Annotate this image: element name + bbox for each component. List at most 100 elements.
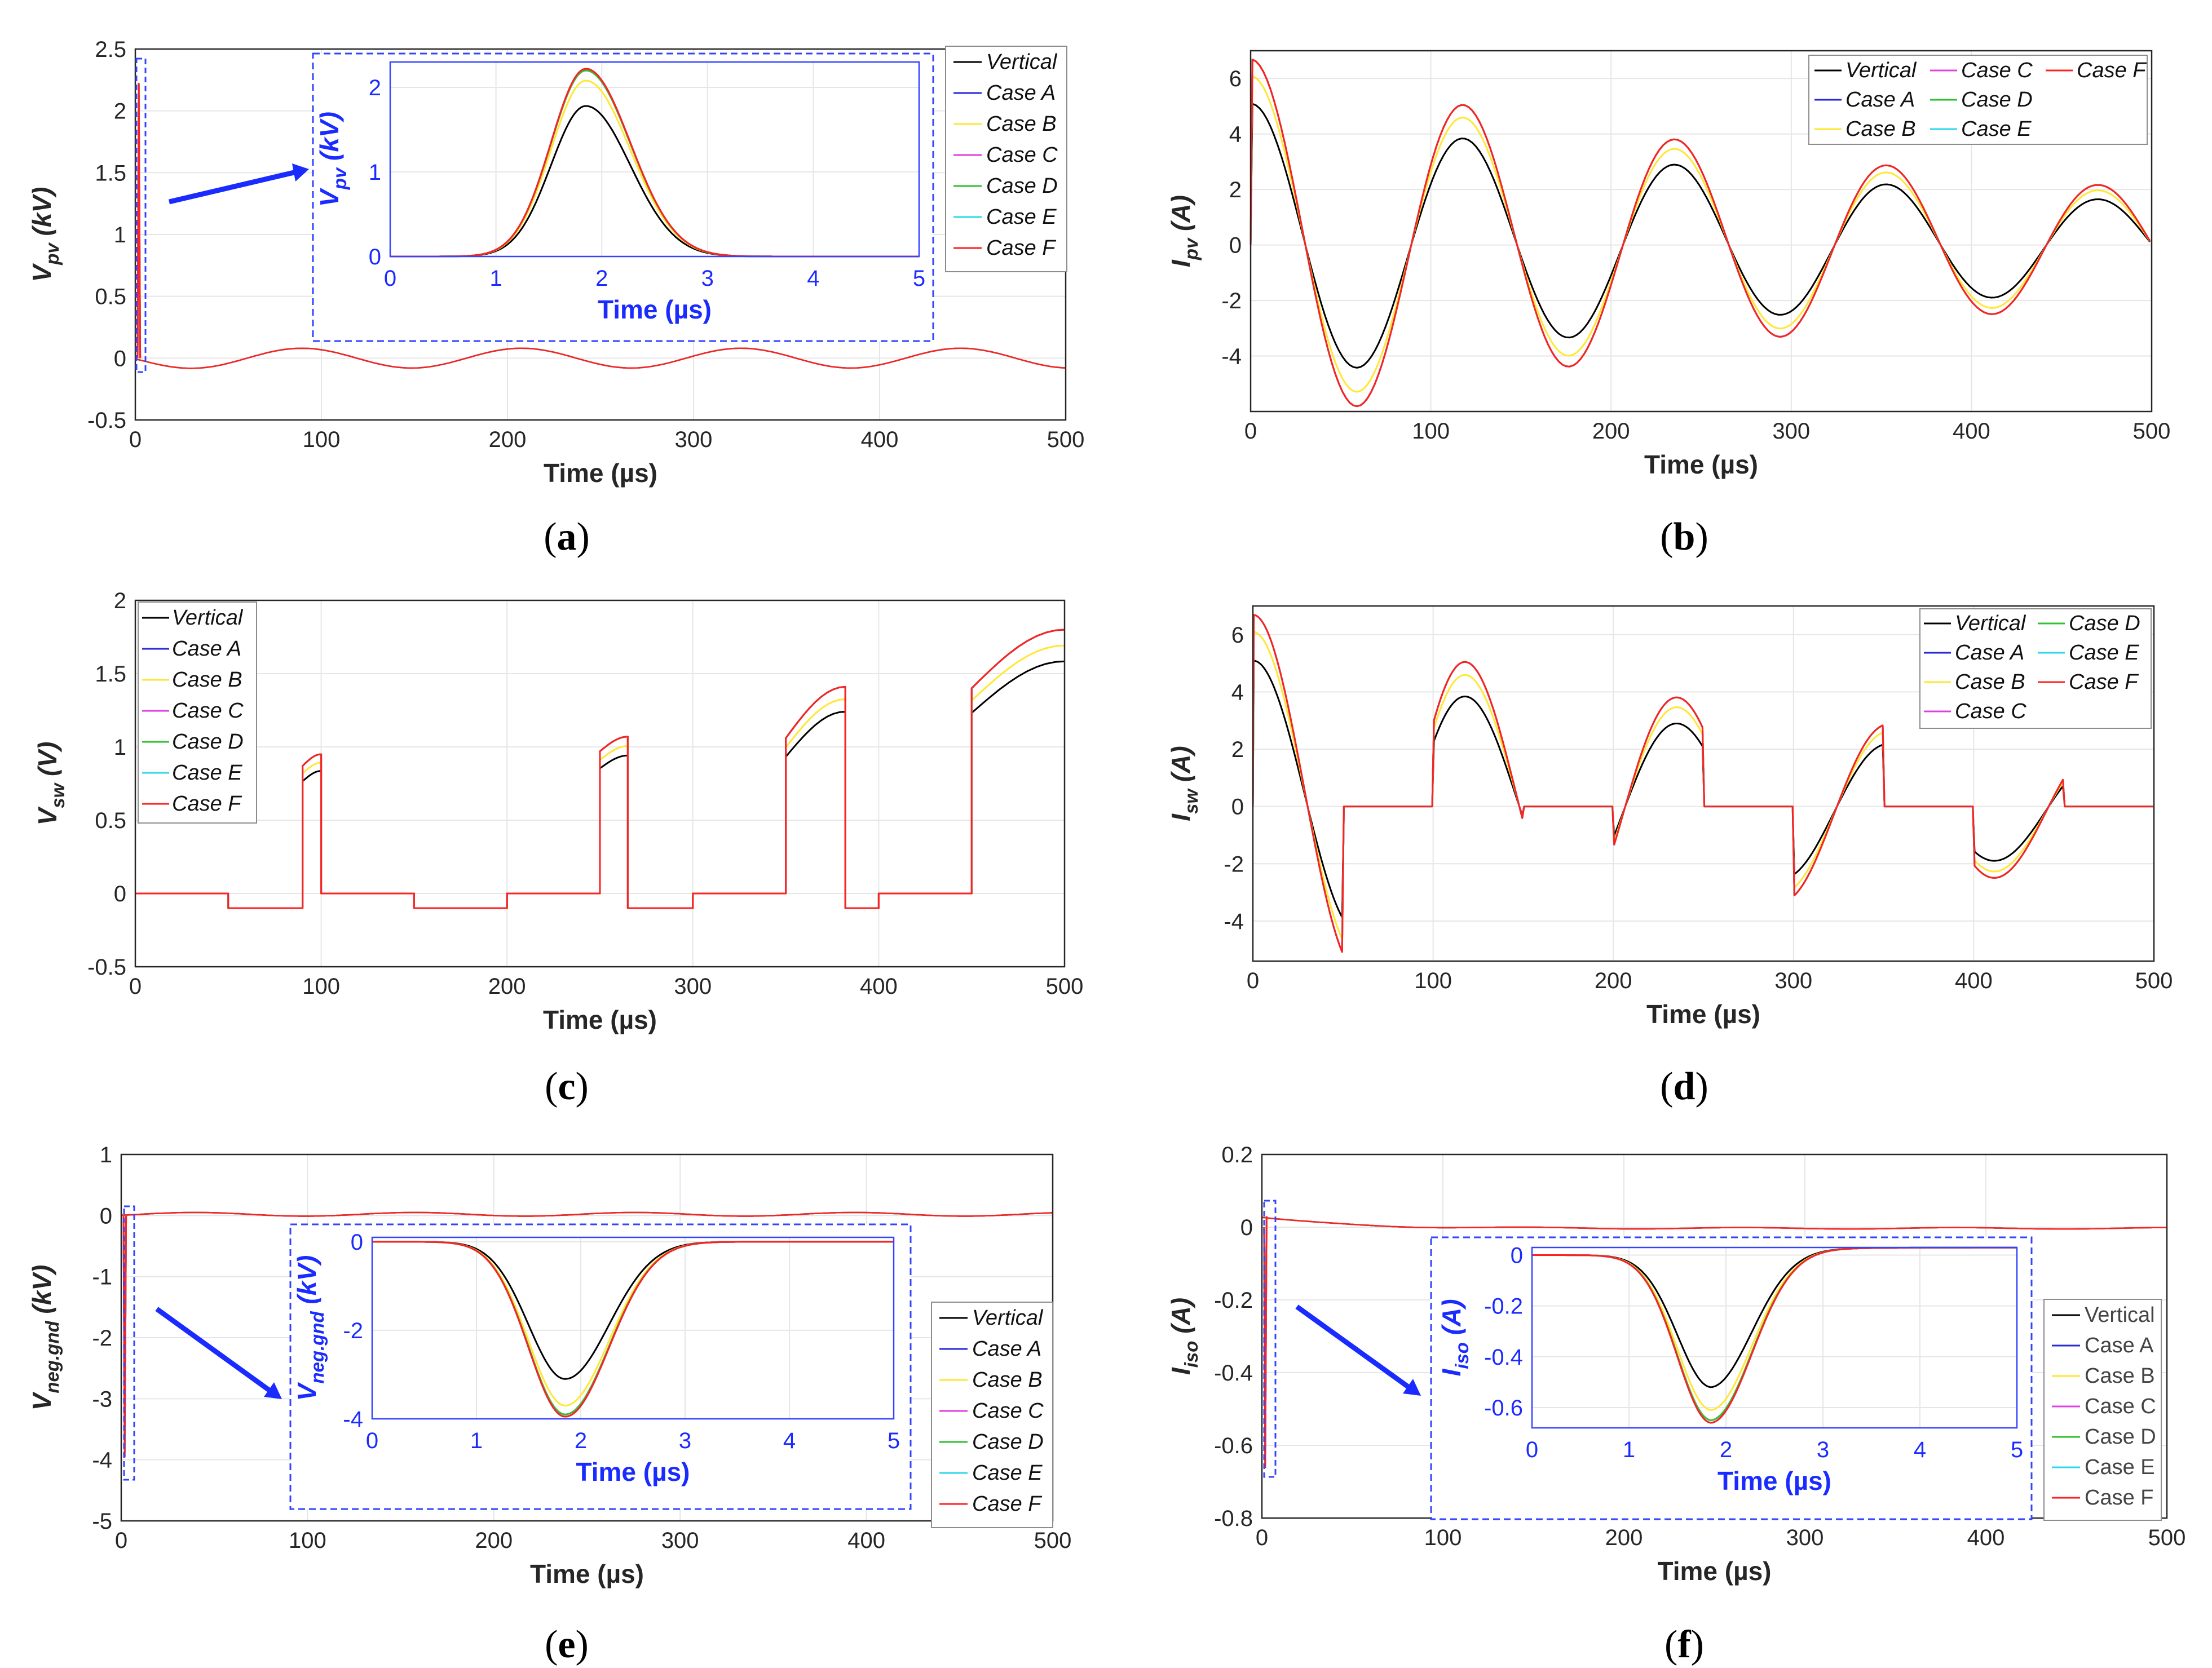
legend-box	[945, 46, 1067, 272]
x-tick-label: 200	[488, 974, 526, 999]
legend-box	[2043, 1299, 2162, 1521]
y-tick-label: 0	[1240, 1215, 1253, 1240]
axes-frame	[1252, 605, 2155, 962]
inset-x-axis-label: Time (µs)	[598, 295, 712, 324]
x-tick-label: 0	[115, 1528, 127, 1553]
legend-label: Case A	[1955, 641, 2024, 665]
x-tick-label: 100	[303, 427, 341, 452]
legend-label-case-c: Case C	[2085, 1395, 2156, 1418]
y-tick-label: 0	[1231, 795, 1244, 820]
y-axis-label: Iiso (A)	[1437, 1299, 1472, 1376]
legend-label: Case D	[172, 730, 244, 754]
inset-x-axis-label: Time (µs)	[576, 1457, 690, 1486]
y-tick-label: -5	[92, 1509, 112, 1534]
x-tick-label: 500	[1046, 974, 1084, 999]
y-tick-label: -1	[92, 1265, 112, 1290]
x-tick-label: 200	[1595, 968, 1632, 993]
y-tick-label: 0.2	[1221, 1143, 1253, 1167]
legend-label: Vertical	[172, 606, 244, 630]
zoom-arrow-head	[292, 163, 309, 182]
legend-label: Case B	[172, 668, 242, 692]
y-tick-label: 0.5	[95, 808, 126, 833]
x-tick-label: 0	[129, 427, 142, 452]
x-tick-label: 300	[1786, 1525, 1824, 1550]
legend-label-case-c: Case C	[972, 1399, 1044, 1423]
axes-frame	[1531, 1246, 2018, 1429]
x-tick-label: 500	[2133, 419, 2171, 444]
spike-line	[136, 82, 142, 359]
legend-label: Vertical	[1845, 59, 1917, 82]
series-line-case-f	[135, 629, 1065, 909]
legend-label: Case D	[2069, 612, 2140, 635]
legend-label: Case E	[1961, 117, 2032, 141]
y-tick-label: -0.2	[1484, 1294, 1523, 1319]
y-tick-label: -4	[92, 1448, 112, 1473]
x-axis-label: Time (µs)	[530, 1559, 644, 1589]
x-tick-label: 300	[1774, 968, 1812, 993]
legend-label: Case B	[1955, 670, 2025, 694]
y-axis-label: Iiso (A)	[1166, 1298, 1202, 1375]
axes-frame	[371, 1236, 895, 1420]
x-tick-label: 0	[1244, 419, 1257, 444]
legend-label-case-e: Case E	[972, 1461, 1043, 1485]
x-tick-label: 0	[129, 974, 142, 999]
y-axis-label: Vpv (kV)	[315, 112, 350, 207]
series-line-case-f	[135, 347, 1066, 369]
x-tick-label: 4	[1914, 1437, 1926, 1462]
x-tick-label: 5	[913, 266, 925, 291]
y-axis-label: Vneg.gnd (kV)	[27, 1265, 63, 1411]
y-axis-label: Vpv (kV)	[27, 187, 63, 282]
legend-label: Case F	[172, 792, 242, 816]
caption-b: (b)	[1660, 515, 1708, 559]
x-tick-label: 0	[1247, 968, 1259, 993]
x-tick-label: 400	[1953, 419, 1990, 444]
axes-frame	[134, 599, 1066, 968]
x-tick-label: 300	[661, 1528, 699, 1553]
y-tick-label: -4	[1224, 909, 1244, 934]
legend-label-case-d: Case D	[2085, 1425, 2156, 1449]
x-tick-label: 300	[1772, 419, 1810, 444]
y-tick-label: -0.4	[1214, 1361, 1253, 1386]
y-tick-label: 1	[114, 223, 126, 247]
x-axis-label: Time (µs)	[1644, 450, 1758, 479]
y-tick-label: -4	[343, 1407, 363, 1432]
y-tick-label: -0.2	[1214, 1288, 1253, 1313]
y-tick-label: 0	[1229, 233, 1242, 258]
x-tick-label: 1	[1623, 1437, 1635, 1462]
spike-line	[1263, 1216, 1268, 1468]
zoom-highlight-box	[135, 57, 147, 373]
y-tick-label: 6	[1229, 67, 1242, 91]
x-tick-label: 3	[701, 266, 714, 291]
legend-label: Case C	[172, 699, 244, 723]
y-tick-label: 1	[369, 160, 381, 185]
series-line-vertical	[1250, 103, 2151, 369]
series-line-case-b	[1250, 75, 2151, 393]
legend-box	[138, 601, 257, 824]
legend-label-vertical: Vertical	[986, 50, 1058, 74]
legend-label-case-a: Case A	[2085, 1334, 2154, 1357]
legend-label-case-f: Case F	[972, 1492, 1042, 1516]
x-tick-label: 4	[807, 266, 819, 291]
legend-label: Case A	[172, 637, 241, 661]
y-tick-label: 2	[114, 99, 126, 124]
series-line-case-f	[1252, 614, 2153, 953]
inset-series-line-case-f	[372, 1241, 894, 1418]
zoom-highlight-box	[1263, 1200, 1277, 1478]
plot-area-e-inset	[372, 1237, 894, 1419]
x-axis-label: Time (µs)	[543, 1005, 657, 1034]
zoom-arrow-head	[1403, 1379, 1421, 1396]
x-axis-label: Time (µs)	[544, 458, 657, 488]
x-axis-label: Time (µs)	[1646, 999, 1760, 1029]
x-tick-label: 500	[2148, 1525, 2186, 1550]
caption-d: (d)	[1660, 1065, 1708, 1108]
zoom-arrow	[168, 169, 300, 205]
y-tick-label: -0.8	[1214, 1506, 1253, 1531]
series-line-case-f	[121, 1211, 1053, 1217]
x-tick-label: 300	[674, 974, 712, 999]
legend-label-case-a: Case A	[972, 1337, 1041, 1361]
y-tick-label: -0.4	[1484, 1345, 1523, 1370]
zoom-arrow	[155, 1307, 272, 1393]
